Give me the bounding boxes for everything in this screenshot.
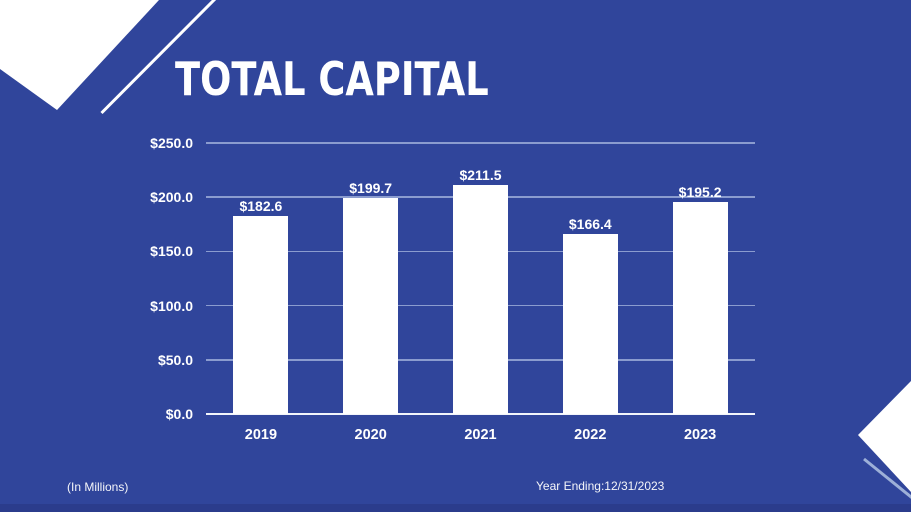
x-axis-label-2022: 2022 <box>574 427 607 443</box>
value-label-2019: $182.6 <box>239 198 283 215</box>
slide-title: TOTAL CAPITAL <box>175 52 489 106</box>
x-axis-label-2023: 2023 <box>683 427 717 443</box>
x-axis-line <box>206 413 755 415</box>
value-label-2022: $166.4 <box>568 215 612 232</box>
year-ending-note: Year Ending:12/31/2023 <box>536 479 665 493</box>
x-axis-label-2021: 2021 <box>464 427 497 443</box>
y-axis-label-50: $50.0 <box>157 351 193 368</box>
bar-2019 <box>233 216 289 414</box>
value-label-2023: $195.2 <box>678 184 722 201</box>
x-axis-label-2019: 2019 <box>244 427 278 443</box>
value-label-2021: $211.5 <box>459 166 502 183</box>
bar-2021 <box>453 184 508 414</box>
bar-2023 <box>672 202 728 414</box>
value-label-2020: $199.7 <box>349 179 393 196</box>
bar-2020 <box>343 197 399 414</box>
gridline-250 <box>206 142 755 144</box>
y-axis-label-250: $250.0 <box>150 135 193 151</box>
y-axis-label-100: $100.0 <box>150 297 193 314</box>
bar-2022 <box>562 233 618 414</box>
x-axis-label-2020: 2020 <box>354 427 387 443</box>
y-axis-label-150: $150.0 <box>150 243 193 260</box>
bottom-accent-strip <box>0 504 911 512</box>
units-note: (In Millions) <box>67 480 129 494</box>
y-axis-label-0: $0.0 <box>165 406 193 422</box>
y-axis-label-200: $200.0 <box>150 189 193 206</box>
